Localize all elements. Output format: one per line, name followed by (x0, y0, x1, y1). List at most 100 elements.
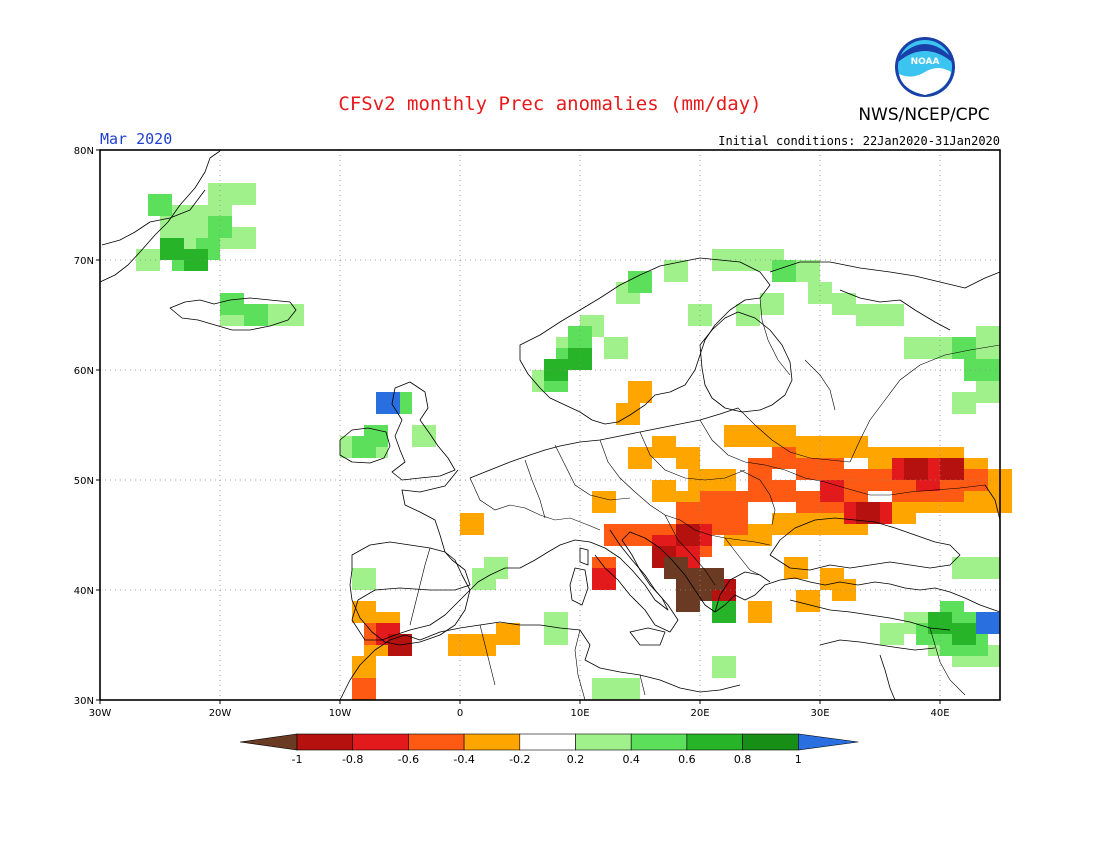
anomaly-cell (652, 480, 676, 502)
longitude-labels: 30W 20W 10W 0 10E 20E 30E 40E (89, 700, 950, 719)
anomaly-cell (604, 524, 628, 546)
colorbar-segment (296, 733, 354, 751)
anomaly-cell (244, 304, 268, 326)
anomaly-cell (856, 502, 880, 524)
colorbar-label: 0.8 (734, 753, 752, 766)
anomaly-cell (904, 337, 928, 359)
anomaly-cell (676, 502, 700, 524)
lat-tick-label: 60N (74, 366, 94, 377)
anomaly-cell (868, 447, 892, 469)
anomaly-cell (976, 359, 1000, 381)
anomaly-cell (976, 326, 1000, 348)
anomaly-cell (676, 524, 700, 546)
anomaly-cell (460, 513, 484, 535)
anomaly-cell (952, 557, 976, 579)
colorbar-label: 0.4 (622, 753, 640, 766)
lon-tick-label: 40E (930, 708, 949, 719)
colorbar-segment (352, 733, 409, 751)
country-borders (409, 297, 1001, 701)
svg-text:NOAA: NOAA (911, 57, 940, 67)
lon-tick-label: 20W (209, 708, 232, 719)
anomaly-cell (796, 436, 820, 458)
anomaly-cell (772, 425, 796, 447)
lon-tick-label: 30E (810, 708, 829, 719)
anomaly-cell (856, 304, 880, 326)
anomaly-cell (724, 491, 748, 513)
anomaly-cell (352, 568, 376, 590)
colorbar-segment (630, 733, 688, 751)
lat-tick-label: 50N (74, 476, 94, 487)
anomaly-cell (592, 678, 616, 700)
anomaly-cell (232, 183, 256, 205)
anomaly-cell (472, 568, 496, 590)
anomaly-cell (352, 601, 376, 623)
valid-month-label: Mar 2020 (100, 130, 172, 148)
anomaly-cell (592, 568, 616, 590)
colorbar-segment (408, 733, 465, 751)
anomaly-cell (976, 381, 1000, 403)
anomaly-cell (772, 447, 796, 469)
colorbar-label: -0.6 (398, 753, 419, 766)
anomaly-cell (700, 491, 724, 513)
anomaly-cell (940, 458, 964, 480)
anomaly-cell (880, 623, 904, 645)
anomaly-cell (772, 513, 796, 535)
anomaly-cell (784, 557, 808, 579)
anomaly-cell (952, 392, 976, 414)
anomaly-cell (472, 634, 496, 656)
anomaly-cell (724, 513, 748, 535)
anomaly-cell (892, 480, 916, 502)
colorbar-label: 0.2 (567, 753, 585, 766)
anomaly-cell (568, 326, 592, 348)
anomaly-cell (796, 260, 820, 282)
anomaly-cell (940, 480, 964, 502)
anomaly-cell (772, 480, 796, 502)
anomaly-cell (748, 601, 772, 623)
anomaly-cell (760, 293, 784, 315)
anomaly-cells (136, 183, 1012, 700)
anomaly-cell (820, 436, 844, 458)
lat-tick-label: 30N (74, 696, 94, 707)
colorbar-segment (519, 733, 576, 751)
anomaly-cell (808, 282, 832, 304)
anomaly-cell (820, 480, 844, 502)
anomaly-cell (748, 524, 772, 546)
anomaly-cell (928, 337, 952, 359)
anomaly-cell (232, 227, 256, 249)
lon-tick-label: 30W (89, 708, 112, 719)
anomaly-cell (148, 194, 172, 216)
colorbar-label: -0.4 (453, 753, 474, 766)
colorbar-arrow-high (797, 733, 859, 751)
anomaly-cell (208, 216, 232, 238)
colorbar-label: -0.2 (509, 753, 530, 766)
anomaly-cell (544, 612, 568, 634)
noaa-logo: NOAA (895, 37, 955, 97)
colorbar-label: 0.6 (678, 753, 696, 766)
anomaly-cell (952, 337, 976, 359)
anomaly-cell (748, 458, 772, 480)
anomaly-cell (628, 447, 652, 469)
anomaly-cell (844, 436, 868, 458)
anomaly-cell (904, 458, 928, 480)
anomaly-cell (616, 403, 640, 425)
latitude-labels: 30N 40N 50N 60N 70N 80N (74, 146, 100, 707)
anomaly-cell (976, 612, 1000, 634)
anomaly-cell (880, 304, 904, 326)
anomaly-cell (652, 436, 676, 458)
anomaly-cell (604, 337, 628, 359)
lon-tick-label: 0 (457, 708, 463, 719)
anomaly-cell (616, 678, 640, 700)
anomaly-cell (748, 425, 772, 447)
anomaly-cell (892, 502, 916, 524)
initial-conditions-label: Initial conditions: 22Jan2020-31Jan2020 (718, 134, 1000, 148)
anomaly-cell (568, 348, 592, 370)
anomaly-cell (736, 249, 760, 271)
lon-tick-label: 10W (329, 708, 352, 719)
anomaly-cell (376, 392, 400, 414)
anomaly-cell (796, 590, 820, 612)
anomaly-cell (352, 678, 376, 700)
colorbar-arrow-low (239, 733, 298, 751)
anomaly-cell (748, 480, 772, 502)
anomaly-cell (820, 513, 844, 535)
